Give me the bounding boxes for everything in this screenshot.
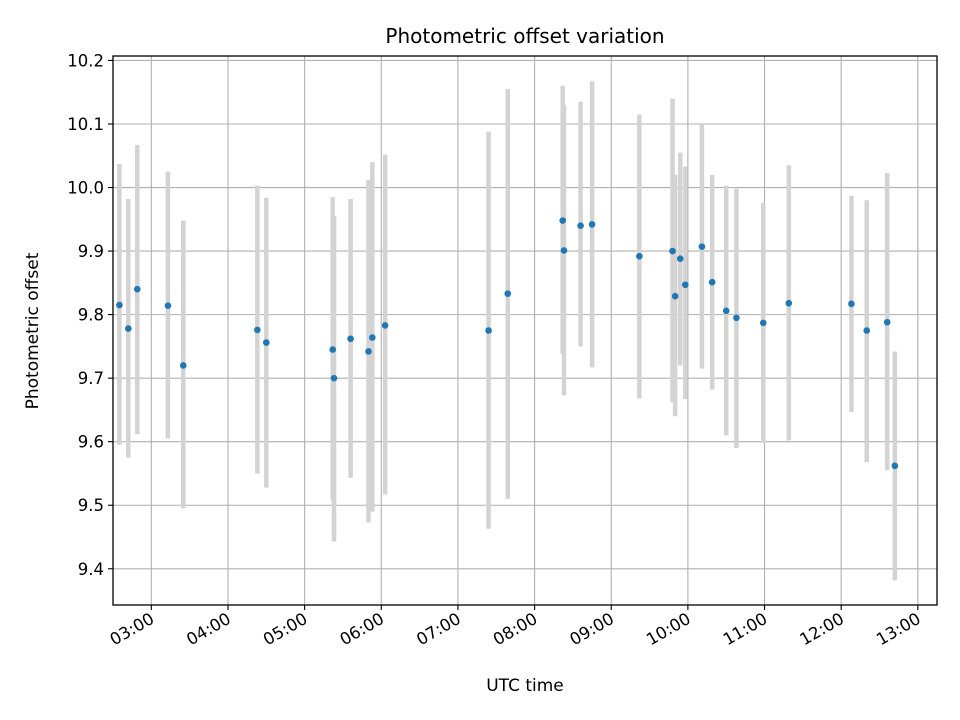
y-tick-label: 9.6 (78, 433, 104, 452)
y-tick-label: 10.0 (67, 179, 104, 198)
grid-lines (113, 56, 937, 605)
plot-frame (112, 55, 938, 606)
chart-title: Photometric offset variation (385, 24, 664, 48)
y-tick-label: 10.1 (67, 115, 104, 134)
data-point (759, 319, 767, 327)
data-point (682, 281, 689, 289)
x-axis-label: UTC time (486, 676, 564, 696)
data-point (369, 334, 376, 341)
data-point (676, 255, 684, 262)
data-point (559, 217, 566, 224)
data-point (588, 221, 596, 228)
data-point (263, 339, 270, 346)
y-tick-label: 9.5 (78, 496, 104, 515)
data-point (883, 318, 891, 326)
y-tick-label: 9.4 (78, 560, 104, 579)
data-point (164, 302, 172, 310)
y-tick-label: 9.7 (78, 369, 104, 388)
data-point (381, 322, 389, 329)
data-point (577, 222, 584, 229)
y-axis-label: Photometric offset (23, 252, 43, 409)
data-point (848, 300, 855, 308)
data-point (698, 243, 706, 250)
data-point (636, 252, 643, 260)
data-point (179, 362, 187, 369)
data-point (329, 346, 337, 353)
data-point (708, 278, 716, 286)
y-tick-label: 9.9 (78, 242, 104, 261)
data-point (133, 285, 141, 293)
data-points (116, 217, 899, 470)
data-point (722, 307, 730, 315)
data-point (669, 247, 676, 255)
data-point (125, 325, 132, 332)
data-point (116, 301, 123, 309)
data-point (863, 327, 871, 334)
data-point (504, 290, 512, 297)
data-point (733, 314, 740, 322)
y-axis-ticks: 9.4 9.5 9.6 9.7 9.8 9.9 10.0 10.1 10.2 (67, 51, 113, 579)
y-tick-label: 9.8 (78, 306, 104, 325)
data-point (365, 348, 372, 355)
data-point (560, 247, 568, 254)
data-point (347, 335, 354, 343)
data-point (330, 374, 338, 382)
y-tick-label: 10.2 (67, 51, 104, 70)
data-point (891, 462, 899, 470)
data-point (785, 299, 793, 307)
data-point (485, 327, 492, 334)
data-point (671, 292, 679, 300)
data-point (254, 326, 261, 334)
